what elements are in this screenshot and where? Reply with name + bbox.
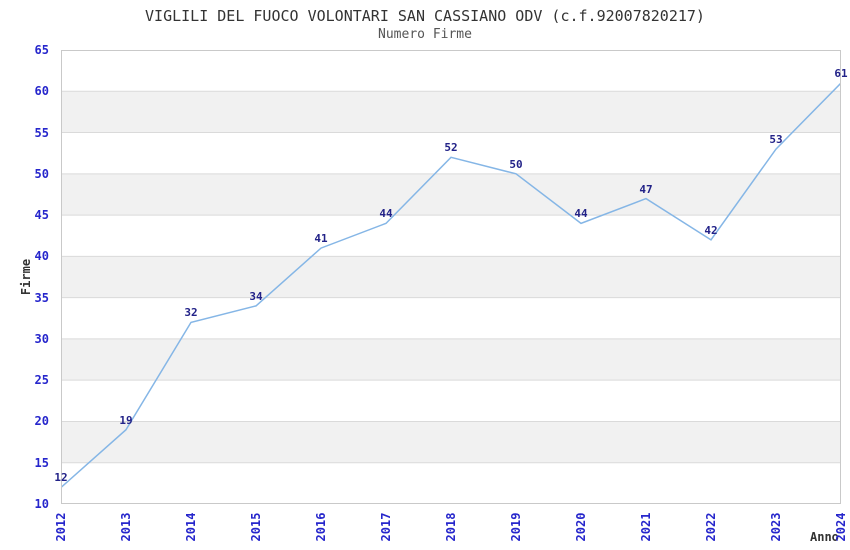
y-tick-label: 25	[34, 373, 49, 388]
chart-title: VIGLILI DEL FUOCO VOLONTARI SAN CASSIANO…	[145, 7, 705, 25]
data-point-label: 50	[509, 157, 523, 171]
data-point-label: 61	[834, 67, 848, 81]
background-band	[61, 380, 841, 422]
data-point-label: 19	[119, 413, 133, 427]
background-band	[61, 50, 841, 92]
x-tick-label: 2015	[249, 512, 263, 542]
x-tick-label: 2024	[834, 512, 848, 542]
data-point-label: 34	[249, 289, 263, 303]
y-tick-label: 35	[34, 290, 49, 305]
x-tick-label: 2022	[704, 512, 718, 542]
plot-area	[61, 50, 841, 504]
data-point-label: 47	[639, 182, 653, 196]
y-tick-label: 20	[34, 414, 49, 429]
plot-border	[61, 50, 841, 504]
background-band	[61, 462, 841, 504]
x-tick-label: 2023	[769, 512, 783, 542]
y-tick-label: 15	[34, 455, 49, 470]
x-tick-label: 2017	[379, 512, 393, 542]
background-band	[61, 338, 841, 381]
background-band	[61, 215, 841, 257]
y-tick-label: 45	[34, 208, 49, 223]
data-point-label: 32	[184, 306, 198, 320]
y-tick-label: 50	[34, 166, 49, 181]
data-point-label: 41	[314, 232, 328, 246]
y-tick-label: 30	[34, 331, 49, 346]
data-line	[61, 82, 841, 489]
background-band	[61, 297, 841, 339]
data-point-label: 44	[379, 207, 393, 221]
data-point-label: 52	[444, 141, 458, 155]
chart-subtitle: Numero Firme	[378, 27, 472, 42]
y-tick-label: 10	[34, 497, 49, 511]
x-axis-title: Anno	[810, 530, 839, 544]
y-tick-label: 55	[34, 125, 49, 140]
background-band	[61, 256, 841, 298]
x-tick-label: 2018	[444, 512, 458, 542]
data-point-label: 42	[704, 223, 718, 237]
y-tick-label: 65	[34, 43, 49, 57]
x-tick-label: 2020	[574, 512, 588, 542]
x-tick-label: 2013	[119, 512, 133, 542]
x-tick-label: 2012	[54, 512, 68, 542]
line-chart-svg	[61, 50, 841, 504]
background-band	[61, 173, 841, 216]
data-point-label: 12	[54, 471, 68, 485]
x-tick-label: 2016	[314, 512, 328, 542]
y-tick-label: 40	[34, 249, 49, 264]
x-tick-label: 2021	[639, 512, 653, 542]
background-band	[61, 91, 841, 133]
data-point-label: 44	[574, 207, 588, 221]
background-band	[61, 421, 841, 463]
background-band	[61, 132, 841, 174]
x-tick-label: 2019	[509, 512, 523, 542]
y-tick-label: 60	[34, 84, 49, 99]
x-tick-label: 2014	[184, 512, 198, 542]
data-point-label: 53	[769, 133, 783, 147]
